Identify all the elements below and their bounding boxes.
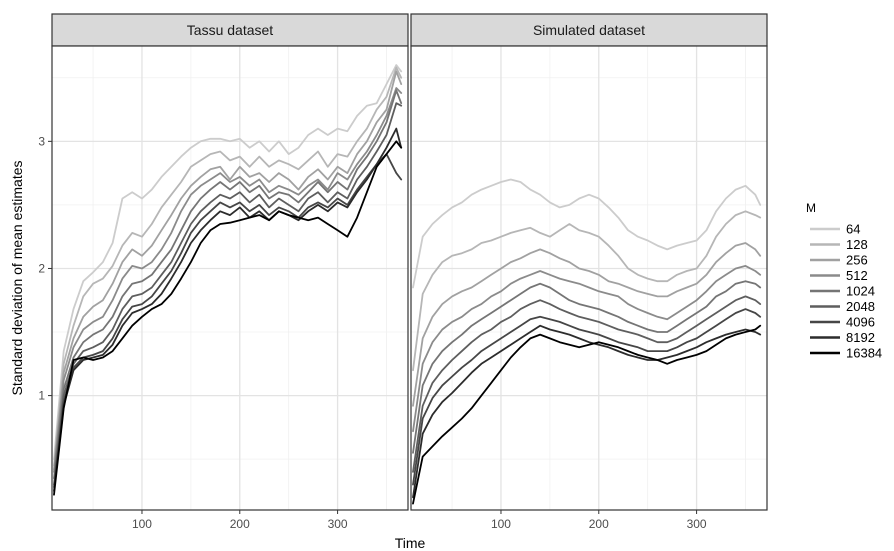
y-axis-title: Standard deviation of mean estimates [9, 160, 25, 395]
legend-label-16384: 16384 [846, 346, 882, 361]
series-line-16384 [412, 324, 762, 505]
series-line-16384 [53, 140, 403, 496]
plot-area-tassu [52, 46, 408, 510]
legend: M 64 128 256 512 1024 2048 4096 8192 163… [806, 201, 882, 361]
panel-simulated: Simulated dataset 100 200 300 [410, 13, 768, 531]
x-ticks-simulated: 100 200 300 [491, 510, 707, 531]
strip-tassu [51, 13, 409, 47]
y-ticks: 1 2 3 [38, 134, 52, 403]
series-line-8192 [53, 127, 403, 492]
series-lines-simulated [412, 178, 762, 505]
legend-label-1024: 1024 [846, 284, 875, 299]
series-line-1024 [412, 280, 762, 454]
series-line-512 [53, 87, 403, 473]
legend-label-256: 256 [846, 253, 868, 268]
series-line-256 [412, 242, 762, 407]
panel-tassu: Tassu dataset 100 200 300 [51, 13, 409, 531]
panel-border-tassu [51, 45, 409, 511]
x-ticks-tassu: 100 200 300 [132, 510, 348, 531]
legend-label-2048: 2048 [846, 299, 875, 314]
strip-simulated [410, 13, 768, 47]
strip-label-simulated: Simulated dataset [533, 22, 645, 38]
legend-label-4096: 4096 [846, 315, 875, 330]
series-line-64 [53, 64, 403, 461]
series-line-4096 [412, 308, 762, 486]
series-line-2048 [412, 295, 762, 473]
plot-area-simulated [411, 46, 767, 510]
series-line-1024 [53, 89, 403, 480]
x-tick-label: 200 [230, 517, 250, 531]
series-line-512 [412, 265, 762, 433]
series-line-128 [412, 210, 762, 372]
x-tick-label: 300 [328, 517, 348, 531]
series-line-128 [53, 66, 403, 467]
y-tick-label: 2 [38, 261, 45, 275]
x-axis-title: Time [395, 535, 426, 551]
series-line-4096 [53, 153, 403, 488]
x-tick-label: 300 [687, 517, 707, 531]
strip-label-tassu: Tassu dataset [187, 22, 273, 38]
legend-label-8192: 8192 [846, 330, 875, 345]
legend-label-128: 128 [846, 237, 868, 252]
x-tick-label: 100 [132, 517, 152, 531]
legend-title: M [806, 201, 816, 215]
y-tick-label: 1 [38, 389, 45, 403]
x-tick-label: 200 [589, 517, 609, 531]
panel-border-simulated [410, 45, 768, 511]
series-lines-tassu [53, 64, 403, 496]
series-line-2048 [53, 102, 403, 486]
series-line-64 [412, 178, 762, 289]
x-tick-label: 100 [491, 517, 511, 531]
series-line-8192 [412, 324, 762, 499]
series-line-256 [53, 70, 403, 471]
legend-label-64: 64 [846, 222, 860, 237]
legend-label-512: 512 [846, 268, 868, 283]
y-tick-label: 3 [38, 134, 45, 148]
